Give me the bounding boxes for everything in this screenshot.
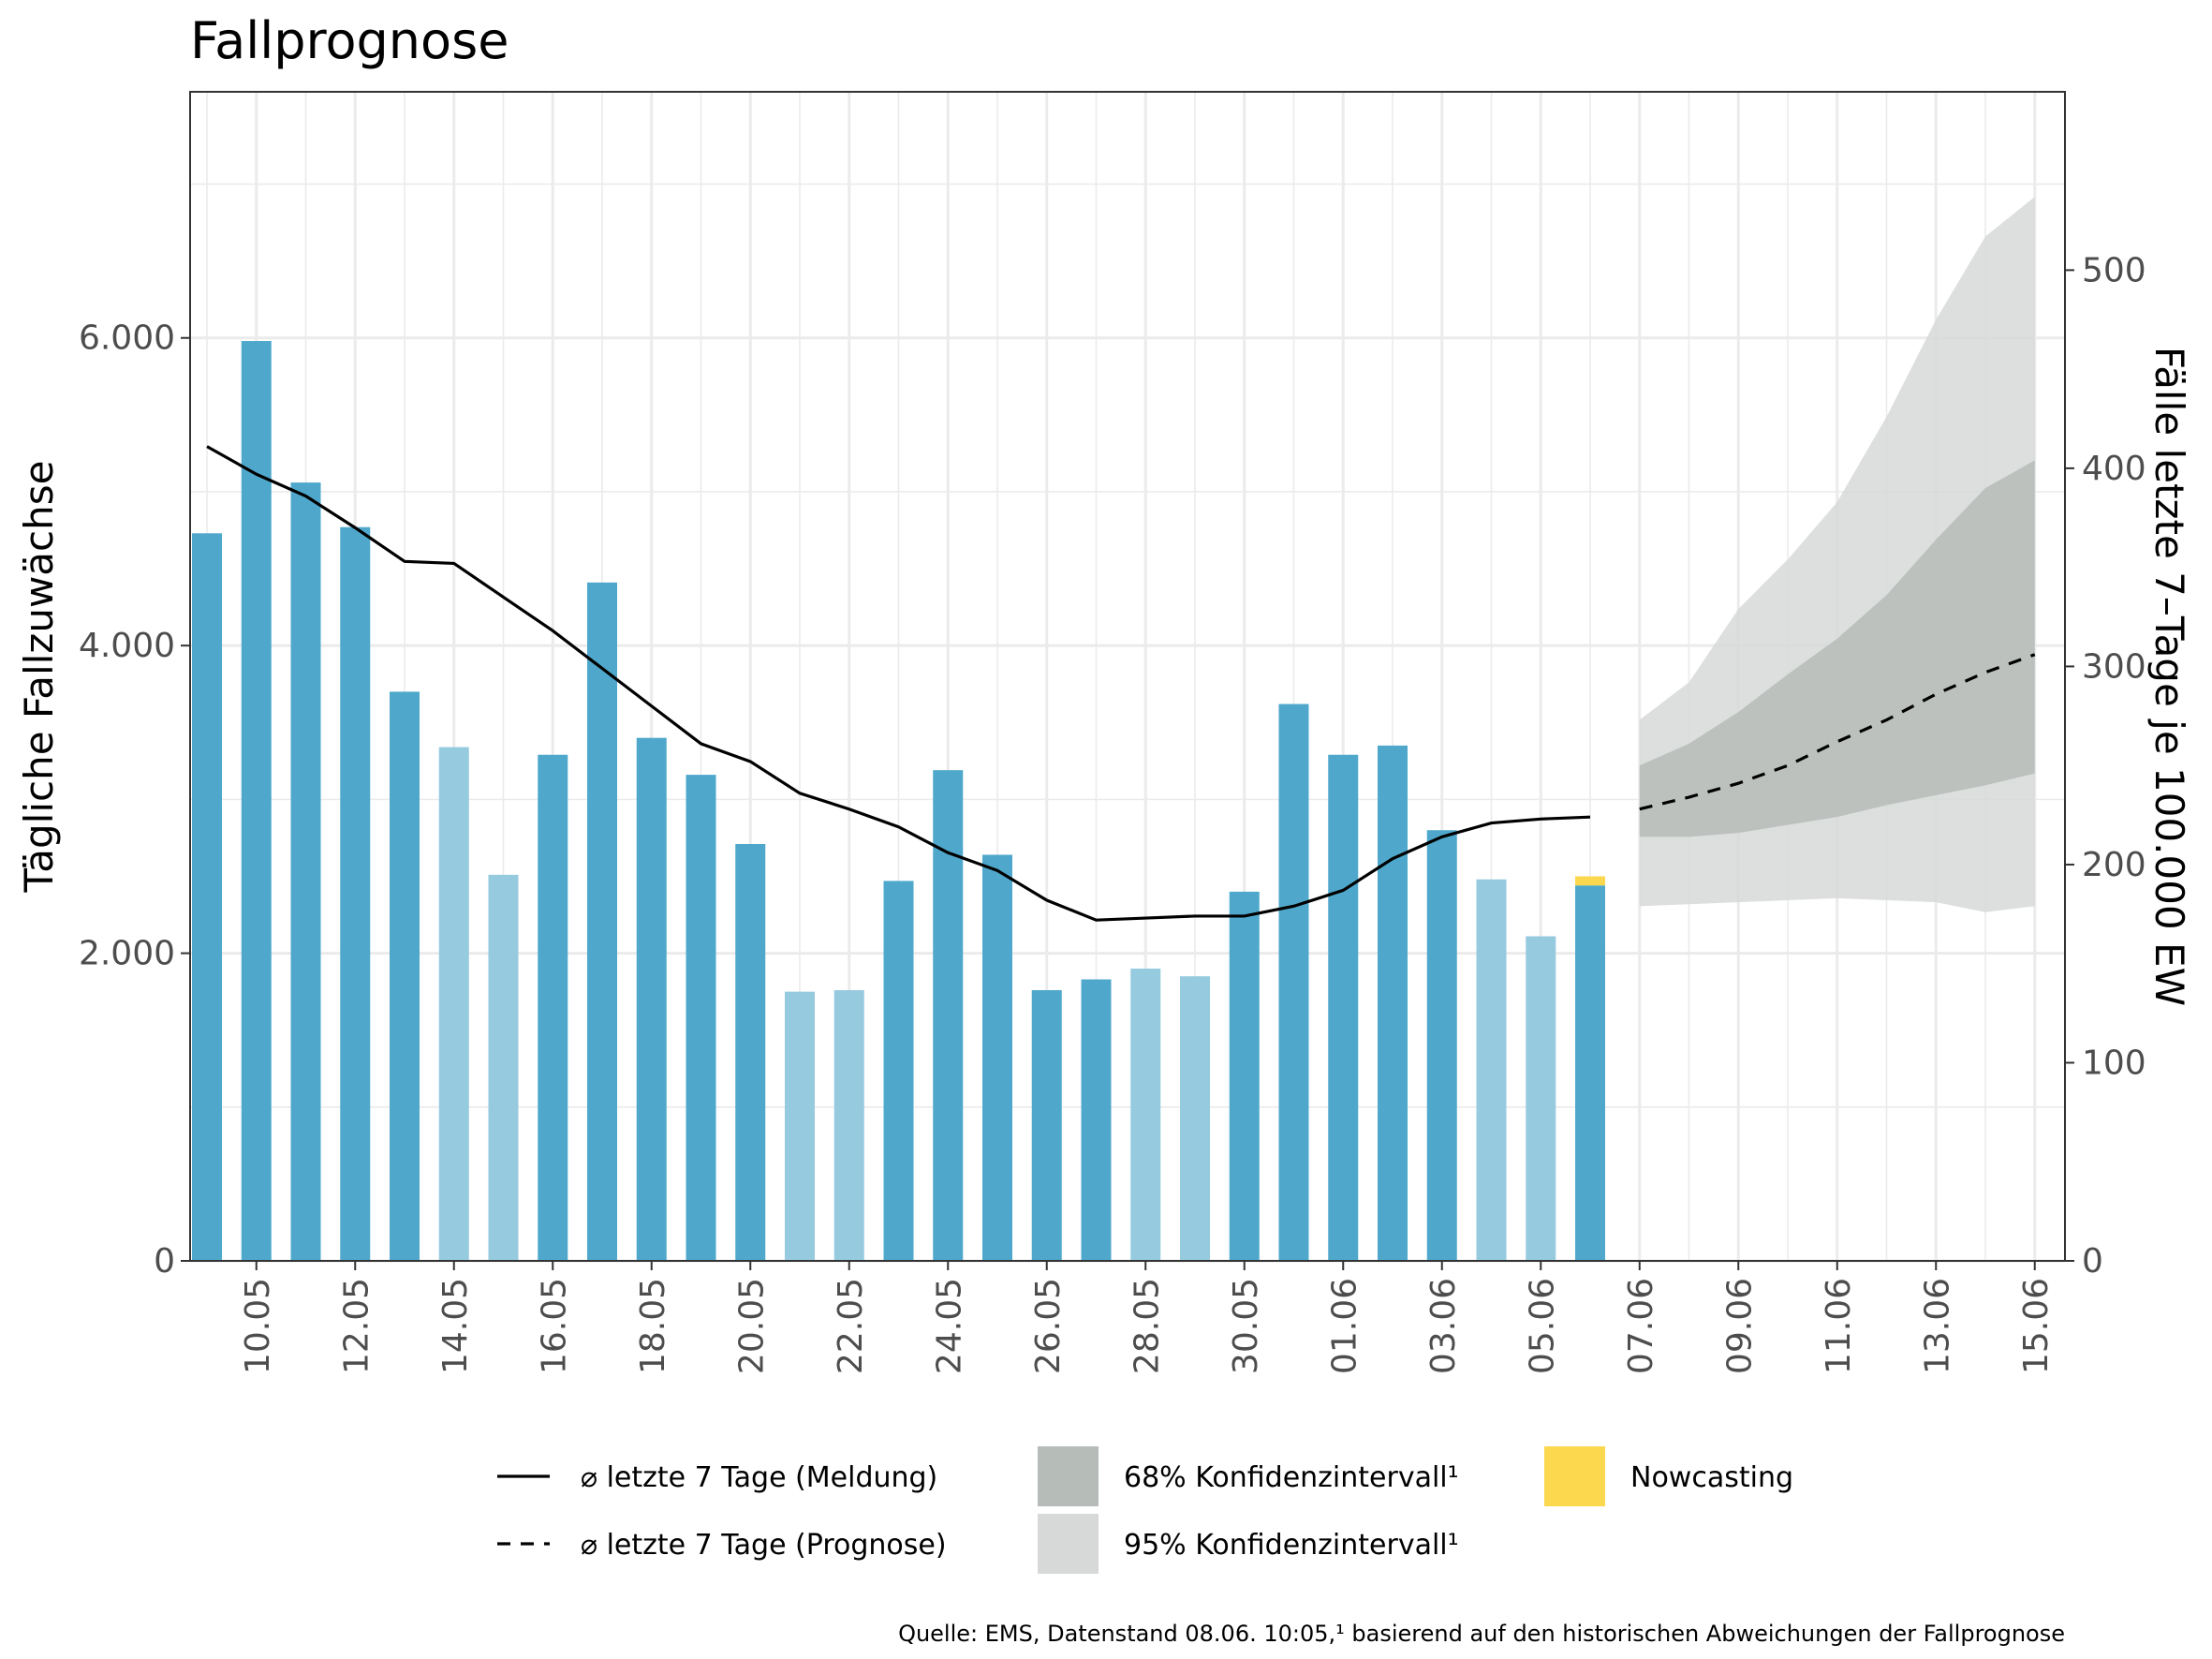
confidence-bands	[1639, 197, 2035, 912]
bar	[1278, 704, 1309, 1261]
x-tick-label: 03.06	[1424, 1278, 1463, 1374]
bar	[1575, 885, 1605, 1261]
x-tick-label: 16.05	[535, 1278, 573, 1374]
legend-label: 68% Konfidenzintervall¹	[1124, 1461, 1459, 1494]
x-tick-label: 26.05	[1029, 1278, 1068, 1374]
source-note: Quelle: EMS, Datenstand 08.06. 10:05,¹ b…	[898, 1621, 2065, 1647]
y-left-tick-label: 4.000	[79, 627, 175, 665]
legend-swatch-ci95	[1038, 1514, 1099, 1574]
legend: ⌀ letzte 7 Tage (Meldung) ⌀ letzte 7 Tage…	[497, 1446, 1793, 1574]
x-tick-label: 09.06	[1720, 1278, 1759, 1374]
bar	[883, 881, 914, 1261]
forecast-line	[1639, 653, 2036, 811]
y-right-tick-label: 200	[2082, 846, 2146, 884]
x-tick-label: 07.06	[1622, 1278, 1660, 1374]
bar	[785, 991, 815, 1261]
bar	[340, 526, 371, 1261]
bar	[1031, 989, 1062, 1261]
trend-lines	[206, 445, 2036, 922]
y-right-tick-label: 300	[2082, 647, 2146, 686]
bar	[636, 737, 667, 1261]
bar	[192, 533, 222, 1261]
legend-label: ⌀ letzte 7 Tage (Meldung)	[581, 1461, 937, 1494]
x-tick-label: 14.05	[436, 1278, 475, 1374]
bar	[982, 854, 1012, 1261]
bar	[1229, 891, 1260, 1261]
legend-swatch-nowcasting	[1544, 1446, 1605, 1506]
bar	[1426, 830, 1457, 1261]
y-right-tick-label: 400	[2082, 450, 2146, 488]
y-axis-right-title: Fälle letzte 7–Tage je 100.000 EW	[2146, 347, 2192, 1006]
bar	[1476, 879, 1507, 1261]
bar	[933, 770, 964, 1261]
y-left-tick-label: 2.000	[79, 935, 175, 973]
bar	[735, 843, 766, 1261]
y-axis-left-title: Tägliche Fallzuwächse	[16, 461, 62, 894]
reported-line	[206, 445, 1591, 922]
bar	[1378, 745, 1408, 1261]
x-tick-label: 05.06	[1523, 1278, 1561, 1374]
y-left-tick-label: 0	[154, 1242, 175, 1281]
y-right-tick-label: 500	[2082, 251, 2146, 289]
nowcasting-bar	[1575, 876, 1605, 886]
bar	[686, 775, 716, 1261]
bar	[488, 874, 519, 1261]
x-tick-label: 30.05	[1227, 1278, 1265, 1374]
axes: 0 2.000 4.000 6.000 0 100 200 300 400 500 10.05 12.…	[79, 91, 2146, 1374]
x-tick-label: 12.05	[337, 1278, 376, 1374]
bar	[1130, 969, 1161, 1261]
bar	[290, 482, 321, 1261]
bar	[1180, 976, 1210, 1261]
bar	[1328, 754, 1359, 1261]
x-tick-label: 10.05	[239, 1278, 277, 1374]
x-tick-label: 28.05	[1128, 1278, 1166, 1374]
bar	[833, 989, 864, 1261]
bar	[587, 582, 617, 1261]
chart-title: Fallprognose	[190, 11, 509, 70]
plot-border	[189, 91, 2066, 1262]
y-right-tick-label: 0	[2082, 1242, 2103, 1281]
ci68-band	[1639, 460, 2035, 837]
legend-label: ⌀ letzte 7 Tage (Prognose)	[581, 1529, 947, 1562]
x-tick-label: 24.05	[930, 1278, 968, 1374]
bar	[438, 747, 469, 1261]
bar	[241, 341, 272, 1261]
bar	[1526, 936, 1556, 1261]
y-left-tick-label: 6.000	[79, 319, 175, 358]
legend-label: 95% Konfidenzintervall¹	[1124, 1529, 1459, 1562]
x-tick-label: 15.06	[2017, 1278, 2056, 1374]
x-tick-label: 18.05	[634, 1278, 672, 1374]
bar	[390, 691, 420, 1261]
x-tick-label: 01.06	[1325, 1278, 1364, 1374]
x-tick-label: 22.05	[832, 1278, 870, 1374]
bar	[538, 754, 568, 1261]
x-tick-label: 20.05	[732, 1278, 771, 1374]
y-right-tick-label: 100	[2082, 1044, 2146, 1082]
x-tick-label: 11.06	[1820, 1278, 1858, 1374]
legend-label: Nowcasting	[1630, 1461, 1793, 1494]
x-tick-label: 13.06	[1918, 1278, 1956, 1374]
legend-swatch-ci68	[1038, 1446, 1099, 1506]
bar	[1081, 979, 1112, 1261]
